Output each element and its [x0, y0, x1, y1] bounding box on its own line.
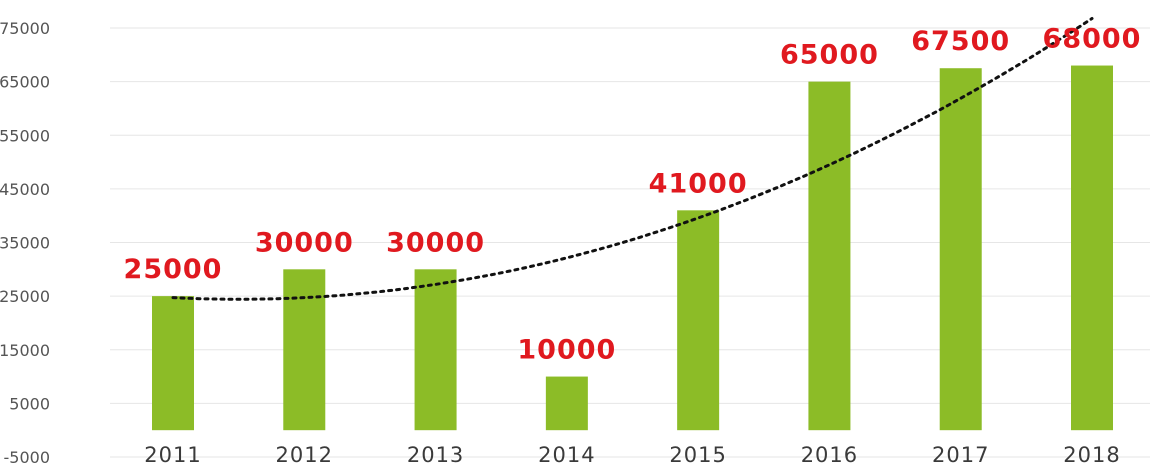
y-tick-label: -5000	[4, 448, 51, 467]
data-label: 30000	[255, 227, 354, 258]
y-tick-label: 15000	[0, 341, 50, 360]
x-tick-label: 2018	[1063, 443, 1120, 467]
data-label: 30000	[386, 227, 485, 258]
x-tick-label: 2012	[276, 443, 333, 467]
x-tick-label: 2017	[932, 443, 989, 467]
x-tick-label: 2013	[407, 443, 464, 467]
data-label: 65000	[780, 40, 879, 71]
bar-2017	[939, 68, 982, 431]
x-axis-ticks: 2011 2012 2013 2014 2015 2016 2017 2018	[144, 443, 1120, 467]
x-tick-label: 2016	[801, 443, 858, 467]
data-label: 10000	[517, 335, 616, 366]
trendline-layer	[171, 17, 1094, 301]
y-tick-label: 5000	[9, 394, 50, 413]
x-tick-label: 2015	[669, 443, 726, 467]
bars	[152, 65, 1113, 431]
data-labels: 25000 30000 30000 10000 41000 65000 67500 68000	[124, 24, 1142, 366]
bar-2011	[152, 296, 194, 431]
bar-2013	[414, 269, 457, 431]
x-tick-label: 2011	[144, 443, 201, 467]
y-tick-label: 45000	[0, 180, 50, 199]
y-tick-label: 25000	[0, 287, 50, 306]
data-label: 67500	[911, 26, 1010, 57]
x-tick-label: 2014	[538, 443, 595, 467]
trendline	[171, 17, 1094, 301]
data-label: 25000	[124, 254, 223, 285]
y-axis-ticks: -5000 5000 15000 25000 35000 45000 55000 65000 7…	[0, 19, 50, 467]
data-label: 68000	[1043, 24, 1142, 55]
y-tick-label: 75000	[0, 19, 50, 38]
y-tick-label: 55000	[0, 126, 50, 145]
bar-2012	[283, 269, 326, 431]
data-label: 41000	[649, 168, 748, 199]
bar-2016	[808, 81, 851, 431]
y-tick-label: 65000	[0, 73, 50, 92]
bar-2015	[677, 210, 720, 431]
y-tick-label: 35000	[0, 234, 50, 253]
bar-2018	[1071, 65, 1113, 431]
bar-2014	[545, 376, 588, 431]
